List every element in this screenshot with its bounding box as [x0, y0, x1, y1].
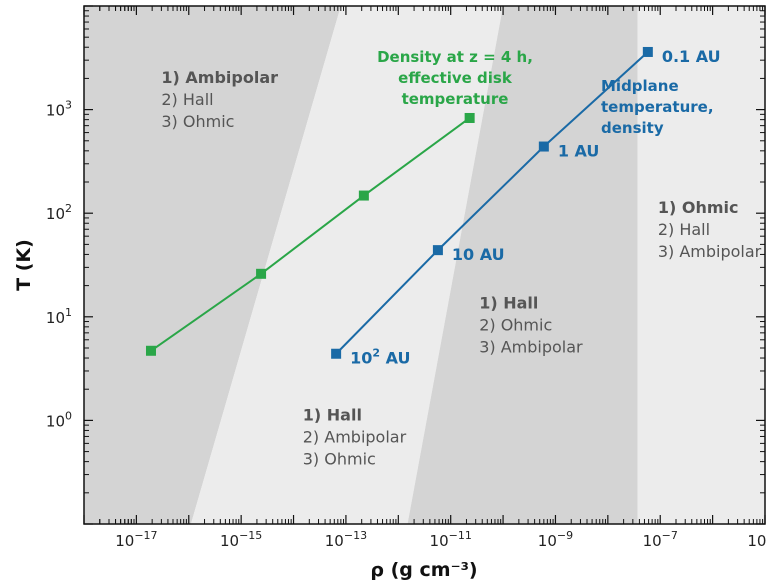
region-label-rank: 1) Hall: [479, 294, 538, 313]
x-tick-exponent: −11: [449, 529, 472, 542]
series-lines: [145, 46, 653, 359]
x-tick-exponent: −13: [344, 529, 367, 542]
series-label-line: Midplane: [601, 77, 679, 95]
x-axis-title: ρ (g cm⁻³): [370, 559, 477, 581]
axis-ticks: [83, 5, 766, 525]
data-point: [256, 268, 267, 279]
region-label-line: 1) Ohmic: [658, 198, 739, 217]
data-point: [358, 190, 369, 201]
region-label: 1) Ohmic 2) Hall 3) Ambipolar: [658, 198, 762, 261]
data-point: [538, 141, 549, 152]
region-label: 1) Hall 2) Ohmic 3) Ambipolar: [479, 294, 583, 357]
x-tick-label: 10−7: [643, 529, 678, 550]
series-label-line: density: [601, 119, 664, 137]
region-label-rank: 1) Hall: [303, 405, 362, 424]
x-tick-exponent: −17: [134, 529, 157, 542]
x-tick-mantissa: 10: [538, 532, 557, 550]
series-line: [150, 117, 471, 352]
point-label: 0.1 AU: [662, 47, 721, 66]
series-label-line: Density at z = 4 h,: [377, 48, 533, 66]
data-point: [642, 46, 653, 57]
series-label-line: temperature,: [601, 98, 714, 116]
x-tick-mantissa: 10: [115, 532, 134, 550]
region-label-line: 1) Ambipolar: [161, 68, 278, 87]
y-tick-mantissa: 10: [46, 309, 65, 327]
x-tick-mantissa: 10: [325, 532, 344, 550]
x-tick-label: 10−9: [538, 529, 573, 550]
region-label-rank: 1) Ohmic: [658, 198, 739, 217]
region-ohmic-dominant: [637, 6, 765, 524]
region-label-line: 2) Ambipolar: [303, 427, 407, 446]
x-tick-label: 10−5: [747, 529, 766, 550]
point-label-unit: AU: [380, 349, 410, 368]
data-point: [331, 348, 342, 359]
x-tick-exponent: −9: [557, 529, 573, 542]
point-label: 10 AU: [452, 245, 505, 264]
y-tick-label: 101: [46, 306, 72, 327]
y-tick-mantissa: 10: [46, 205, 65, 223]
y-tick-exponent: 2: [65, 202, 72, 215]
point-label-mantissa: 10: [350, 349, 372, 368]
region-label: 1) Hall 2) Ambipolar 3) Ohmic: [303, 405, 407, 468]
x-tick-label: 10−13: [325, 529, 367, 550]
x-tick-exponent: −7: [662, 529, 678, 542]
region-hall-ohmic: [407, 6, 638, 524]
region-label-line: 3) Ohmic: [303, 449, 376, 468]
y-tick-exponent: 1: [65, 306, 72, 319]
x-tick-mantissa: 10: [220, 532, 239, 550]
region-label-line: 2) Hall: [161, 90, 213, 109]
tick-labels: 10−1710−1510−1310−1110−910−710−510010110…: [46, 99, 766, 550]
region-label-line: 1) Hall: [303, 405, 362, 424]
data-point: [432, 245, 443, 256]
region-label-line: 2) Hall: [658, 220, 710, 239]
data-point: [464, 112, 475, 123]
region-ambipolar-dominant: [84, 6, 341, 524]
x-tick-mantissa: 10: [747, 532, 766, 550]
region-label-line: 1) Hall: [479, 294, 538, 313]
series-line: [335, 51, 649, 355]
region-label-line: 3) Ambipolar: [479, 338, 583, 357]
region-label-line: 2) Ohmic: [479, 316, 552, 335]
x-tick-exponent: −15: [239, 529, 262, 542]
region-label-line: 3) Ohmic: [161, 112, 234, 131]
region-label: 1) Ambipolar 2) Hall 3) Ohmic: [161, 68, 278, 131]
x-tick-label: 10−17: [115, 529, 157, 550]
y-tick-label: 102: [46, 202, 72, 223]
y-tick-exponent: 0: [65, 409, 72, 422]
x-tick-label: 10−11: [430, 529, 472, 550]
y-axis-title: T (K): [13, 239, 35, 291]
series-label-line: effective disk: [398, 69, 513, 87]
point-label: 1 AU: [558, 142, 600, 161]
data-point: [145, 345, 156, 356]
region-labels: 1) Ambipolar 2) Hall 3) Ohmic 1) Hall 2) Amb…: [161, 68, 761, 468]
region-hall-ambipolar: [190, 6, 504, 524]
series-label-midplane: Midplane temperature, density: [601, 77, 714, 137]
point-label: 102 AU: [350, 347, 410, 368]
point-label-exponent: 2: [372, 347, 380, 360]
x-tick-mantissa: 10: [643, 532, 662, 550]
series-label-line: temperature: [402, 90, 509, 108]
x-tick-label: 10−15: [220, 529, 262, 550]
y-tick-mantissa: 10: [46, 102, 65, 120]
y-tick-label: 100: [46, 409, 72, 430]
regions: [84, 6, 765, 524]
region-label-line: 3) Ambipolar: [658, 242, 762, 261]
y-tick-mantissa: 10: [46, 412, 65, 430]
x-tick-mantissa: 10: [430, 532, 449, 550]
y-tick-label: 103: [46, 99, 72, 120]
region-label-rank: 1) Ambipolar: [161, 68, 278, 87]
plot-frame: [83, 5, 766, 525]
series-label-density-z4h: Density at z = 4 h, effective disk tempera…: [377, 48, 533, 108]
y-tick-exponent: 3: [65, 99, 72, 112]
